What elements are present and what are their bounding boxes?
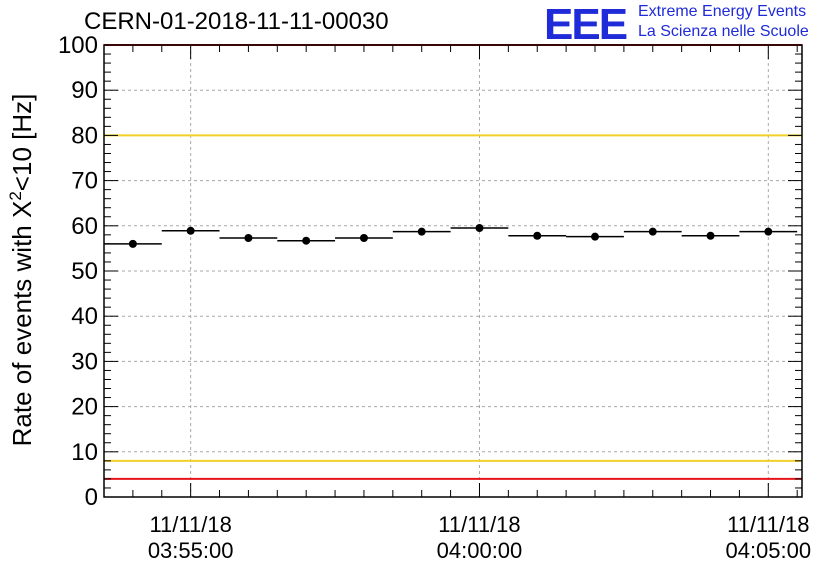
x-tick-label-date: 11/11/18	[149, 512, 231, 537]
data-point	[128, 239, 137, 248]
y-tick-label: 40	[71, 303, 98, 330]
data-point	[533, 231, 542, 240]
data-point	[475, 224, 484, 233]
data-point	[359, 234, 368, 243]
y-tick-label: 0	[85, 484, 98, 511]
y-tick-label: 10	[71, 439, 98, 466]
data-point	[764, 227, 773, 236]
data-series	[104, 224, 798, 248]
y-tick-label: 30	[71, 348, 98, 375]
eee-logo: EEE	[544, 0, 628, 49]
logo-subtitle-line2: La Scienza nelle Scuole	[638, 23, 809, 40]
y-tick-label: 80	[71, 122, 98, 149]
y-tick-label: 70	[71, 168, 98, 195]
data-point	[244, 234, 253, 243]
y-tick-label: 50	[71, 258, 98, 285]
x-tick-label-time: 04:05:00	[725, 538, 811, 563]
x-tick-label-date: 11/11/18	[438, 512, 520, 537]
y-tick-label: 100	[58, 32, 98, 59]
data-point	[302, 236, 311, 245]
tick-labels: 010203040506070809010011/11/1803:55:0011…	[58, 32, 811, 563]
data-point	[706, 231, 715, 240]
x-tick-label-date: 11/11/18	[727, 512, 809, 537]
x-tick-label-time: 04:00:00	[437, 538, 523, 563]
chart-title: CERN-01-2018-11-11-00030	[84, 8, 389, 35]
y-tick-label: 60	[71, 213, 98, 240]
grid-lines	[104, 45, 802, 497]
limit-lines	[104, 44, 802, 480]
data-point	[591, 232, 600, 241]
plot-frame	[103, 44, 803, 498]
data-point	[648, 227, 657, 236]
data-point	[417, 227, 426, 236]
y-tick-label: 20	[71, 394, 98, 421]
y-tick-label: 90	[71, 77, 98, 104]
logo-subtitle-line1: Extreme Energy Events	[638, 3, 807, 20]
x-tick-label-time: 03:55:00	[148, 538, 234, 563]
data-point	[186, 226, 195, 235]
